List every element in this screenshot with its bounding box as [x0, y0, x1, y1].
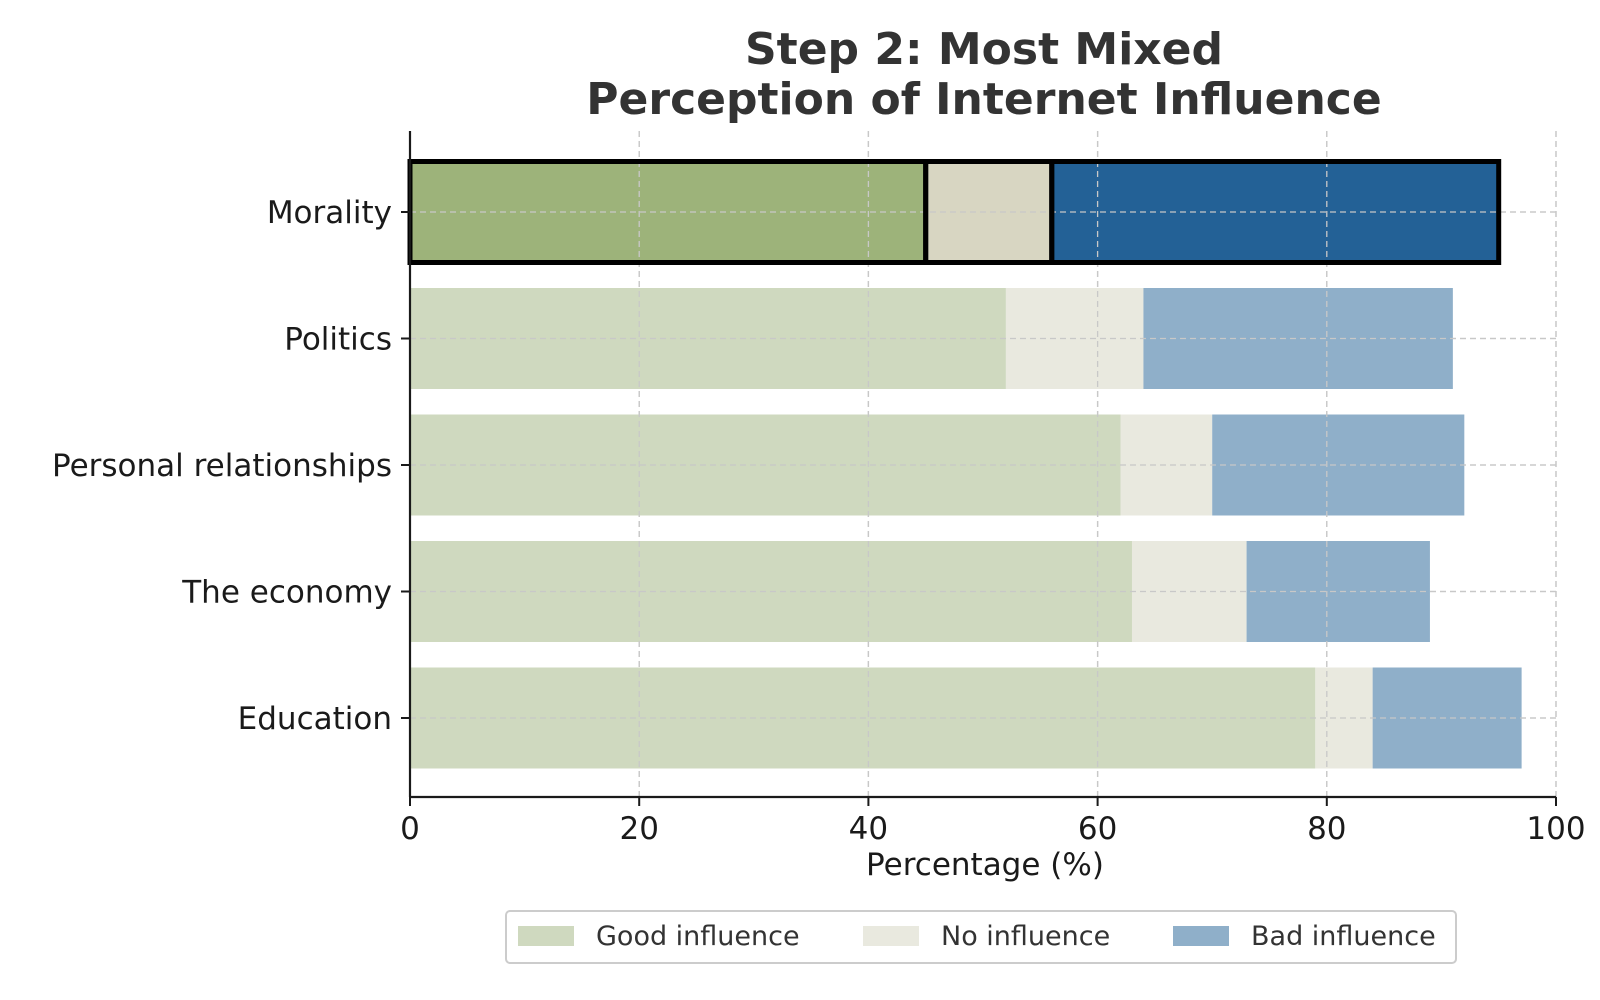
legend-label-good-influence: Good influence	[596, 921, 800, 952]
x-tick-label-80: 80	[1307, 811, 1346, 847]
grid-lines-overlay	[410, 131, 1557, 797]
legend-swatch-good-influence	[518, 926, 574, 946]
x-tick-label-40: 40	[849, 811, 888, 847]
x-tick-labels: 0 20 40 60 80 100	[400, 811, 1585, 847]
bar-education-bad-influence	[1372, 667, 1522, 769]
bar-politics-good-influence	[410, 288, 1006, 389]
x-tick-label-100: 100	[1526, 811, 1585, 847]
bar-the-economy-no-influence	[1131, 541, 1247, 642]
x-tick-label-60: 60	[1078, 811, 1117, 847]
bar-politics-bad-influence	[1143, 288, 1453, 389]
legend-label-bad-influence: Bad influence	[1251, 921, 1436, 952]
y-tick-label-politics: Politics	[284, 322, 392, 358]
chart-title-line-1: Step 2: Most Mixed	[745, 24, 1223, 75]
y-tick-label-the-economy: The economy	[181, 575, 392, 611]
bar-the-economy-bad-influence	[1246, 541, 1430, 642]
chart-title: Step 2: Most Mixed Perception of Interne…	[586, 24, 1381, 125]
legend-label-no-influence: No influence	[941, 921, 1110, 952]
legend: Good influence No influence Bad influenc…	[505, 910, 1457, 964]
x-tick-label-0: 0	[400, 811, 420, 847]
chart-title-line-2: Perception of Internet Influence	[586, 74, 1381, 125]
y-tick-label-personal-relationships: Personal relationships	[52, 448, 392, 484]
bar-morality-good-influence	[410, 161, 926, 263]
y-tick-label-morality: Morality	[267, 195, 392, 231]
bar-outline-morality-bad-influence	[1049, 159, 1502, 265]
legend-frame	[505, 910, 1457, 964]
legend-swatch-bad-influence	[1173, 926, 1229, 946]
y-tick-labels: Morality Politics Personal relationships Th…	[52, 195, 392, 737]
legend-swatch-no-influence	[863, 926, 919, 946]
axes	[401, 131, 1557, 806]
x-axis-label: Percentage (%)	[866, 847, 1104, 883]
x-tick-label-20: 20	[619, 811, 658, 847]
y-tick-label-education: Education	[238, 701, 392, 737]
